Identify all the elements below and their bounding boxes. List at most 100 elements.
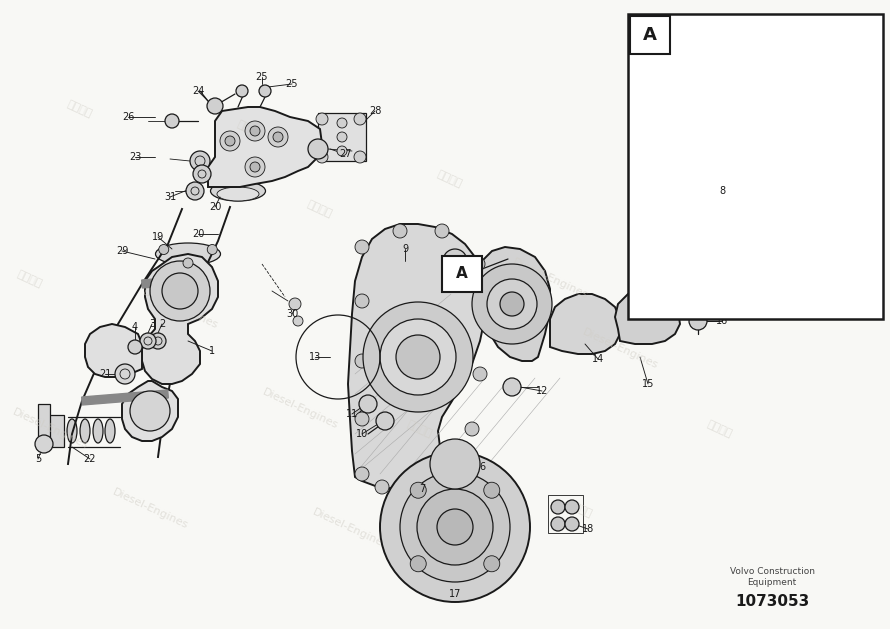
- Circle shape: [565, 517, 579, 531]
- Circle shape: [417, 489, 493, 565]
- Circle shape: [337, 146, 347, 156]
- Circle shape: [316, 113, 328, 125]
- Circle shape: [484, 482, 500, 498]
- Text: 4: 4: [132, 322, 138, 332]
- Text: Diesel-Engines: Diesel-Engines: [261, 387, 339, 431]
- Ellipse shape: [156, 243, 221, 265]
- Circle shape: [250, 162, 260, 172]
- Polygon shape: [142, 275, 200, 288]
- Ellipse shape: [67, 419, 77, 443]
- Circle shape: [190, 151, 210, 171]
- Circle shape: [128, 340, 142, 354]
- Bar: [548, 495, 583, 533]
- Circle shape: [140, 333, 156, 349]
- Text: Diesel-Engines: Diesel-Engines: [580, 327, 659, 371]
- Text: 2: 2: [159, 319, 166, 329]
- Text: Diesel-Engines: Diesel-Engines: [110, 487, 190, 531]
- Circle shape: [363, 302, 473, 412]
- Text: 7: 7: [419, 484, 425, 494]
- Text: 9: 9: [402, 244, 408, 254]
- Text: 26: 26: [122, 112, 134, 122]
- Polygon shape: [82, 390, 168, 405]
- Circle shape: [150, 261, 210, 321]
- Text: 8: 8: [719, 186, 725, 196]
- Circle shape: [393, 224, 407, 238]
- Circle shape: [337, 118, 347, 128]
- Text: Diesel-Engines: Diesel-Engines: [311, 507, 390, 551]
- Text: 28: 28: [368, 106, 381, 116]
- Circle shape: [472, 264, 552, 344]
- Text: Diesel-Engines: Diesel-Engines: [511, 257, 589, 301]
- Circle shape: [403, 480, 417, 494]
- Circle shape: [115, 364, 135, 384]
- Text: 30: 30: [286, 309, 298, 319]
- Text: 22: 22: [84, 454, 96, 464]
- Text: 1073053: 1073053: [735, 594, 809, 608]
- Circle shape: [273, 132, 283, 142]
- Text: 10: 10: [356, 429, 368, 439]
- Polygon shape: [85, 324, 142, 377]
- Circle shape: [435, 224, 449, 238]
- Text: 19: 19: [152, 232, 164, 242]
- Circle shape: [551, 517, 565, 531]
- Text: 15: 15: [642, 379, 654, 389]
- Text: 31: 31: [164, 192, 176, 202]
- Circle shape: [355, 240, 369, 254]
- Circle shape: [410, 482, 426, 498]
- Circle shape: [355, 354, 369, 368]
- Circle shape: [337, 132, 347, 142]
- Circle shape: [359, 395, 377, 413]
- Circle shape: [130, 391, 170, 431]
- Circle shape: [471, 257, 485, 271]
- Text: 紫发动力: 紫发动力: [406, 419, 434, 439]
- Text: 5: 5: [35, 454, 41, 464]
- Circle shape: [355, 467, 369, 481]
- Circle shape: [380, 452, 530, 602]
- Text: 25: 25: [286, 79, 298, 89]
- Polygon shape: [142, 254, 218, 384]
- Text: 27: 27: [339, 149, 352, 159]
- Text: Diesel-Engines: Diesel-Engines: [141, 287, 220, 331]
- Circle shape: [355, 412, 369, 426]
- Text: 紫发动力: 紫发动力: [706, 419, 734, 439]
- Text: 11: 11: [346, 409, 358, 419]
- Bar: [442, 256, 482, 292]
- Circle shape: [308, 139, 328, 159]
- Text: 紫发动力: 紫发动力: [436, 169, 464, 189]
- Ellipse shape: [105, 419, 115, 443]
- Circle shape: [473, 367, 487, 381]
- Text: 25: 25: [255, 72, 268, 82]
- Circle shape: [445, 470, 459, 484]
- Text: 14: 14: [592, 354, 604, 364]
- Circle shape: [500, 292, 524, 316]
- Text: 23: 23: [129, 152, 142, 162]
- Text: 21: 21: [99, 369, 111, 379]
- Text: 17: 17: [449, 589, 461, 599]
- Text: 3: 3: [149, 319, 155, 329]
- Circle shape: [430, 439, 480, 489]
- Text: 29: 29: [116, 246, 128, 256]
- Circle shape: [380, 319, 456, 395]
- Text: A: A: [457, 267, 468, 282]
- Circle shape: [316, 151, 328, 163]
- Text: 20: 20: [192, 229, 204, 239]
- Circle shape: [35, 435, 53, 453]
- Bar: [628, 14, 883, 319]
- Circle shape: [158, 245, 169, 255]
- Circle shape: [236, 85, 248, 97]
- Circle shape: [484, 556, 500, 572]
- Ellipse shape: [93, 419, 103, 443]
- Circle shape: [376, 412, 394, 430]
- Circle shape: [259, 85, 271, 97]
- Ellipse shape: [217, 187, 259, 201]
- Circle shape: [354, 113, 366, 125]
- Circle shape: [289, 298, 301, 310]
- Bar: [48, 415, 64, 447]
- Circle shape: [437, 509, 473, 545]
- Circle shape: [245, 157, 265, 177]
- Circle shape: [410, 556, 426, 572]
- Text: 紫发动力: 紫发动力: [566, 499, 595, 519]
- Circle shape: [183, 258, 193, 268]
- Text: 16: 16: [716, 316, 728, 326]
- Polygon shape: [348, 224, 485, 489]
